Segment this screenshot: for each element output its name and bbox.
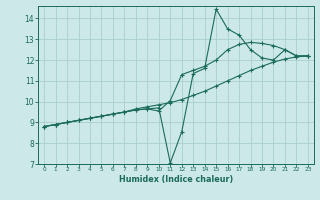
X-axis label: Humidex (Indice chaleur): Humidex (Indice chaleur) bbox=[119, 175, 233, 184]
